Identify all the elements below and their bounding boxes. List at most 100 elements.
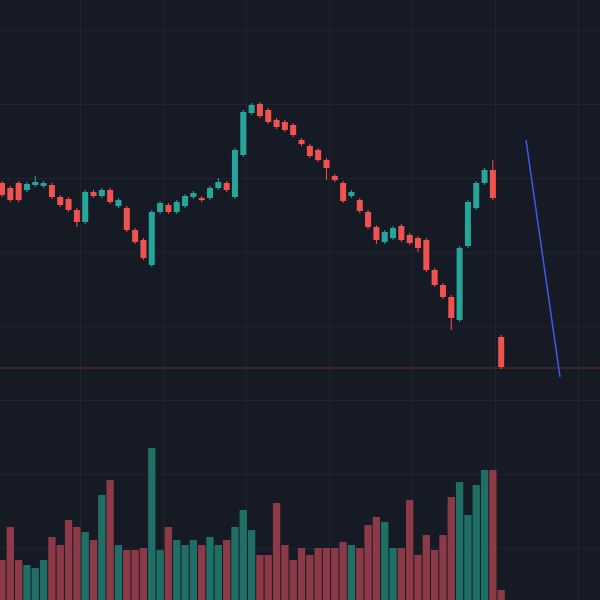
candle-body [23,184,30,190]
candle-body [398,226,405,240]
volume-bar [31,568,39,600]
volume-bar [164,527,173,600]
candle-body [182,196,189,206]
candle-body [132,230,139,242]
volume-bar [48,537,56,600]
candle-body [215,182,222,188]
volume-bar [139,548,148,600]
volume-bar [214,545,222,600]
candle-body [365,212,372,227]
volume-bar [189,540,198,600]
volume-bar [372,517,381,600]
candle-body [406,235,413,243]
candle-body [356,200,363,211]
candle-body [498,337,505,367]
volume-bar [306,555,314,600]
candle-body [57,197,64,205]
candle-body [223,183,230,190]
candle-body [439,285,446,297]
volume-bar [314,548,322,600]
volume-bar [106,480,114,600]
volume-bar [181,545,189,600]
candle-body [489,170,496,198]
volume-bar [73,527,81,600]
candle-body [48,185,55,197]
volume-bar [81,532,89,600]
candle-body [415,238,421,248]
volume-bar [455,482,464,600]
candle-body [198,198,205,200]
volume-bar [231,527,239,600]
candle-body [298,140,305,144]
volume-bar [0,560,6,600]
candle-body [98,190,105,196]
candle-body [231,150,238,197]
candle-body [148,212,155,265]
candle-body [331,176,338,180]
volume-bar [389,548,397,600]
candle-body [340,183,347,201]
candle-body [107,190,114,202]
volume-bar [322,548,331,600]
volume-bar [447,497,455,600]
candle-body [290,125,297,135]
candle-body [157,203,164,212]
volume-bar [123,550,131,600]
candle-body [65,199,72,210]
volume-bar [331,548,339,600]
candle-body [448,297,455,318]
volume-bar [239,510,247,600]
candle-body [273,120,280,127]
candle-body [256,104,263,116]
candle-body [390,228,397,238]
volume-bar [289,560,297,600]
volume-bar [489,470,497,600]
volume-bar [439,535,447,600]
volume-bar [422,535,430,600]
volume-bar [247,530,256,600]
candle-body [173,202,180,212]
candle-body [140,240,147,258]
volume-bar [56,545,64,600]
candle-body [123,208,130,230]
volume-bar [281,545,289,600]
volume-bar [381,522,389,600]
candle-body [240,112,247,155]
volume-bar [198,545,206,600]
volume-bar [156,550,164,600]
volume-bar [397,548,406,600]
candle-body [381,232,388,242]
volume-bar [264,555,272,600]
volume-bar [364,525,372,600]
candle-body [207,188,213,198]
candle-body [348,192,355,196]
volume-bar [64,520,73,600]
trend-line [525,139,561,378]
candle-body [7,188,14,200]
volume-bar [414,555,422,600]
candle-body [456,248,463,320]
volume-bar [464,515,472,600]
volume-bar [339,542,347,600]
candle-body [73,210,80,222]
volume-bar [148,448,156,600]
candle-body [90,192,97,196]
volume-bar [222,540,231,600]
volume-bar [39,560,48,600]
candle-body [248,105,255,113]
candle-body [265,110,272,122]
candle-body [32,182,39,185]
volume-bar [406,500,414,600]
volume-bar [272,503,281,600]
volume-bar [497,590,505,600]
candle-body [431,270,438,285]
volume-bar [472,485,480,600]
volume-bar [430,550,439,600]
candle-body [190,193,197,197]
volume-bar [297,548,306,600]
candle-body [373,227,380,240]
volume-bar [206,537,214,600]
volume-bar [480,470,489,600]
candle-body [323,160,330,168]
